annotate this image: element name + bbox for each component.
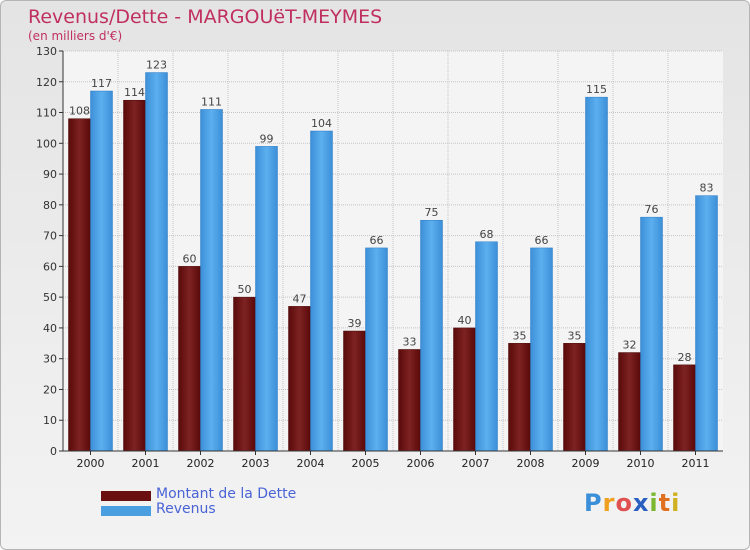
bar-dette — [453, 327, 476, 452]
data-label-dette: 60 — [183, 252, 197, 265]
bar-dette — [233, 296, 256, 452]
data-label-dette: 47 — [293, 292, 307, 305]
data-label-dette: 35 — [513, 329, 527, 342]
x-tick-label: 2011 — [682, 457, 710, 470]
data-label-revenus: 99 — [260, 132, 274, 145]
data-label-dette: 40 — [458, 314, 472, 327]
bar-dette — [123, 99, 146, 452]
data-label-dette: 50 — [238, 283, 252, 296]
x-tick-label: 2002 — [187, 457, 215, 470]
data-label-revenus: 115 — [586, 83, 607, 96]
bar-revenus — [255, 146, 278, 452]
x-tick-label: 2009 — [572, 457, 600, 470]
y-tick-label: 20 — [43, 383, 57, 396]
legend-swatch-revenus — [101, 506, 151, 516]
bar-revenus — [200, 109, 223, 452]
bar-dette — [508, 343, 531, 452]
logo-letter: t — [658, 489, 672, 517]
x-tick-label: 2001 — [132, 457, 160, 470]
data-label-dette: 35 — [568, 329, 582, 342]
bar-dette — [288, 306, 311, 452]
x-tick-label: 2006 — [407, 457, 435, 470]
logo-letter: r — [602, 489, 616, 517]
bar-revenus — [475, 241, 498, 452]
x-tick-label: 2010 — [627, 457, 655, 470]
logo-letter: P — [584, 489, 603, 517]
data-label-revenus: 123 — [146, 59, 167, 72]
bar-revenus — [530, 247, 553, 452]
y-tick-label: 90 — [43, 168, 57, 181]
bar-revenus — [420, 219, 443, 452]
x-tick-label: 2008 — [517, 457, 545, 470]
legend-swatch-dette — [101, 491, 151, 501]
y-tick-label: 30 — [43, 353, 57, 366]
axes: 0 10 20 30 40 50 60 70 80 90 100 110 120 130 2000 2001 2… — [36, 45, 723, 470]
data-label-dette: 114 — [124, 86, 145, 99]
data-label-revenus: 75 — [425, 206, 439, 219]
bar-revenus — [310, 130, 333, 452]
y-tick-label: 70 — [43, 230, 57, 243]
bar-dette — [343, 330, 366, 452]
logo-letter: i — [649, 489, 659, 517]
x-tick-label: 2000 — [77, 457, 105, 470]
y-tick-label: 130 — [36, 45, 57, 58]
data-label-revenus: 111 — [201, 95, 222, 108]
gridlines — [63, 50, 723, 452]
legend-label-dette: Montant de la Dette — [156, 486, 297, 502]
data-label-revenus: 66 — [370, 234, 384, 247]
data-label-dette: 108 — [69, 105, 90, 118]
data-label-revenus: 83 — [700, 182, 714, 195]
data-label-revenus: 68 — [480, 228, 494, 241]
y-tick-label: 110 — [36, 107, 57, 120]
legend-label-revenus: Revenus — [156, 501, 216, 517]
y-tick-label: 80 — [43, 199, 57, 212]
bar-revenus — [695, 195, 718, 452]
data-label-dette: 32 — [623, 339, 637, 352]
data-label-dette: 33 — [403, 335, 417, 348]
bar-dette — [68, 118, 91, 452]
y-tick-label: 0 — [50, 445, 57, 458]
logo-letter: o — [615, 489, 633, 517]
bar-dette — [673, 364, 696, 452]
bar-revenus — [365, 247, 388, 452]
chart-title: Revenus/Dette - MARGOUëT-MEYMES — [28, 6, 383, 28]
y-tick-label: 50 — [43, 291, 57, 304]
bar-chart: 108 117 114 123 60 111 50 99 47 104 39 66 33 75 40 68 35… — [36, 45, 723, 470]
bar-revenus — [585, 96, 608, 452]
data-label-revenus: 76 — [645, 203, 659, 216]
data-label-revenus: 117 — [91, 77, 112, 90]
bar-revenus — [90, 90, 113, 452]
chart-subtitle: (en milliers d'€) — [28, 29, 123, 43]
data-label-revenus: 104 — [311, 117, 332, 130]
x-tick-label: 2003 — [242, 457, 270, 470]
bar-dette — [618, 352, 641, 452]
x-tick-label: 2005 — [352, 457, 380, 470]
data-label-dette: 28 — [678, 351, 692, 364]
bar-dette — [178, 266, 201, 452]
y-tick-label: 10 — [43, 414, 57, 427]
logo-letter: x — [632, 489, 650, 517]
bar-revenus — [145, 72, 168, 452]
bar-revenus — [640, 216, 663, 452]
proxiti-logo: Proxiti — [584, 489, 680, 517]
x-tick-label: 2007 — [462, 457, 490, 470]
y-tick-label: 120 — [36, 76, 57, 89]
bar-dette — [563, 343, 586, 452]
y-tick-label: 100 — [36, 137, 57, 150]
data-label-revenus: 66 — [535, 234, 549, 247]
y-tick-label: 60 — [43, 260, 57, 273]
x-tick-label: 2004 — [297, 457, 325, 470]
logo-letter: i — [671, 489, 681, 517]
data-label-dette: 39 — [348, 317, 362, 330]
y-tick-label: 40 — [43, 322, 57, 335]
bar-dette — [398, 349, 421, 452]
